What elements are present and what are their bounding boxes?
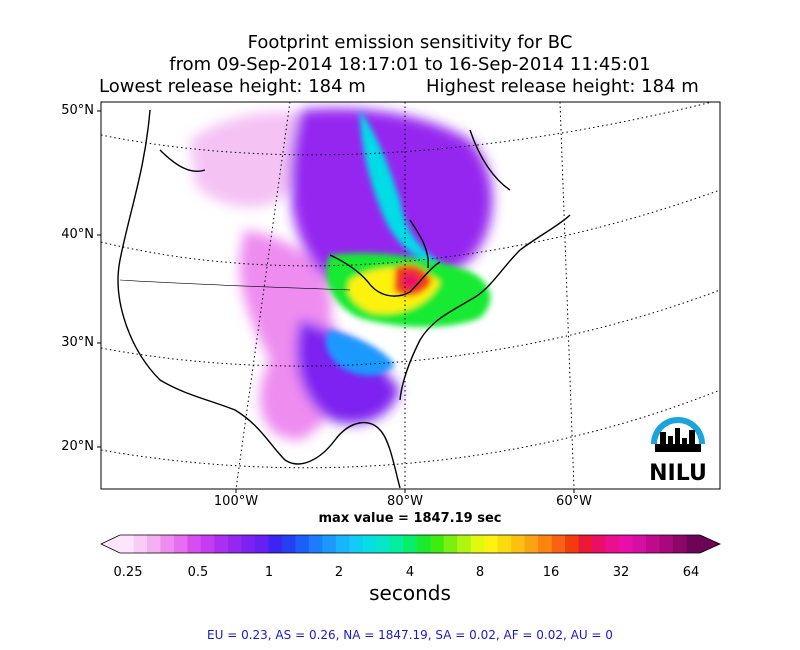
lon-label-100W: 100°W: [213, 494, 259, 509]
colorbar-swatch: [538, 535, 553, 553]
colorbar-swatch: [457, 535, 472, 553]
colorbar-swatch: [349, 535, 364, 553]
lat-label-20N: 20°N: [61, 439, 94, 454]
colorbar-swatch: [551, 535, 566, 553]
colorbar-swatch: [173, 535, 188, 553]
colorbar-swatch: [470, 535, 485, 553]
lat-label-30N: 30°N: [61, 335, 94, 350]
title-line-2: from 09-Sep-2014 18:17:01 to 16-Sep-2014…: [169, 54, 651, 75]
colorbar-swatch: [120, 535, 134, 553]
colorbar-swatch: [308, 535, 323, 553]
colorbar-swatch: [686, 535, 701, 553]
lat-label-40N: 40°N: [61, 227, 94, 242]
colorbar-swatch: [214, 535, 229, 553]
title-line-1: Footprint emission sensitivity for BC: [247, 32, 573, 53]
colorbar-swatch: [619, 535, 634, 553]
highest-release-height: Highest release height: 184 m: [426, 76, 699, 97]
colorbar-swatch: [376, 535, 391, 553]
colorbar: [100, 534, 721, 554]
colorbar-swatch: [295, 535, 310, 553]
colorbar-swatch: [241, 535, 256, 553]
colorbar-swatch: [524, 535, 539, 553]
colorbar-tick: 0.25: [113, 565, 143, 580]
colorbar-unit: seconds: [369, 581, 451, 605]
colorbar-tick: 64: [682, 565, 700, 580]
colorbar-swatch: [160, 535, 175, 553]
colorbar-swatch: [322, 535, 337, 553]
graticule: [101, 102, 720, 489]
colorbar-swatch: [227, 535, 242, 553]
colorbar-swatch: [281, 535, 296, 553]
colorbar-swatch: [565, 535, 580, 553]
colorbar-swatch: [389, 535, 404, 553]
colorbar-swatch: [443, 535, 458, 553]
colorbar-tick: 16: [542, 565, 560, 580]
colorbar-swatch: [632, 535, 647, 553]
colorbar-swatch: [511, 535, 526, 553]
colorbar-swatch: [659, 535, 674, 553]
colorbar-swatch: [578, 535, 593, 553]
colorbar-swatch: [592, 535, 607, 553]
colorbar-swatch: [430, 535, 445, 553]
sensitivity-field: [190, 108, 493, 440]
colorbar-tick: 32: [612, 565, 630, 580]
lon-label-60W: 60°W: [556, 494, 592, 509]
colorbar-swatch: [497, 535, 512, 553]
colorbar-swatch: [200, 535, 215, 553]
map-frame: [100, 101, 721, 490]
colorbar-swatch: [646, 535, 661, 553]
nilu-logo: NILU: [649, 417, 707, 486]
colorbar-outline: [100, 534, 721, 554]
colorbar-tick: 4: [405, 565, 415, 580]
colorbar-swatch: [187, 535, 202, 553]
colorbar-swatch: [416, 535, 431, 553]
colorbar-swatch: [605, 535, 620, 553]
colorbar-swatch: [254, 535, 269, 553]
coastlines: [117, 109, 571, 489]
colorbar-swatch: [362, 535, 377, 553]
region-totals-footer: EU = 0.23, AS = 0.26, NA = 1847.19, SA =…: [207, 628, 613, 642]
lon-label-80W: 80°W: [387, 494, 423, 509]
colorbar-tick: 1: [264, 565, 274, 580]
max-value-label: max value = 1847.19 sec: [318, 511, 502, 526]
colorbar-swatch: [673, 535, 688, 553]
colorbar-tick: 2: [334, 565, 344, 580]
colorbar-swatch: [403, 535, 418, 553]
colorbar-swatch: [133, 535, 148, 553]
colorbar-extend-high: [700, 535, 720, 553]
colorbar-swatch: [484, 535, 499, 553]
lat-label-50N: 50°N: [61, 103, 94, 118]
colorbar-tick: 8: [475, 565, 485, 580]
country-border: [119, 279, 351, 291]
colorbar-extend-low: [101, 535, 120, 553]
colorbar-tick: 0.5: [187, 565, 209, 580]
lowest-release-height: Lowest release height: 184 m: [99, 76, 366, 97]
map-ticks: [97, 110, 575, 493]
colorbar-swatch: [268, 535, 283, 553]
nilu-logo-text: NILU: [649, 461, 707, 486]
colorbar-swatch: [146, 535, 161, 553]
colorbar-swatch: [335, 535, 350, 553]
